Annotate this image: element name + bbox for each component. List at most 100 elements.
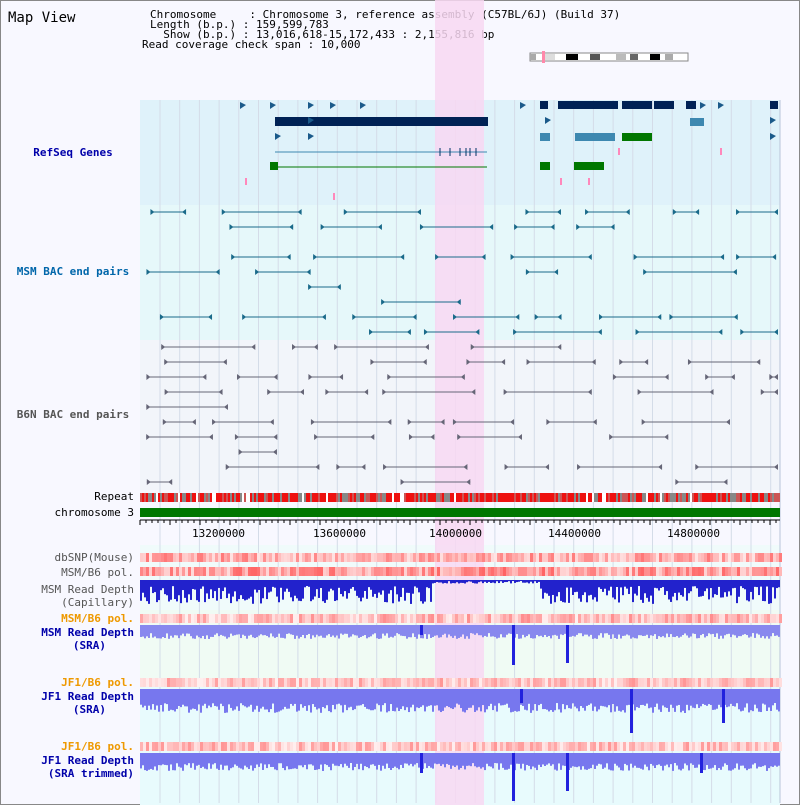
msm-cap-depth [396,580,398,595]
jf1-sra-depth [260,689,262,709]
repeat-segment [286,493,288,502]
msm-sra-depth [696,625,698,639]
msm-sra-depth [582,625,584,637]
track-label-refseq[interactable]: RefSeq Genes [33,146,113,159]
track-label-msm-bac[interactable]: MSM BAC end pairs [16,265,130,278]
jf1-sra-depth [156,689,158,706]
dbsnp-heat [197,553,200,562]
bac-end-marker [370,359,375,365]
msm-pol2-heat [323,614,326,623]
jf1-sra-depth [246,689,248,708]
jf1-sra-depth [174,689,176,712]
dbsnp-heat [419,553,422,562]
msm-pol-heat [317,567,320,576]
msm-sra-depth [296,625,298,636]
repeat-segment [178,493,180,502]
msm-pol2-heat [278,614,281,623]
repeat-segment [742,493,744,502]
msm-sra-depth [448,625,450,635]
jf1-sra-depth [524,689,526,710]
jf1-pol2-heat [716,742,719,751]
msm-pol2-heat [611,614,614,623]
jf1-pol2-heat [431,742,434,751]
jf1-pol2-heat [689,742,692,751]
bac-end-marker [299,389,304,395]
jf1-trim-depth [330,753,332,771]
msm-pol2-heat [290,614,293,623]
jf1-trim-depth [624,753,626,764]
jf1-pol2-heat [269,742,272,751]
msm-sra-depth [648,625,650,639]
jf1-trim-depth [722,753,724,767]
msm-pol-heat [620,567,623,576]
msm-cap-depth [168,580,170,602]
msm-pol-heat [278,567,281,576]
dbsnp-heat [746,553,749,562]
jf1-pol2-heat [155,742,158,751]
msm-cap-depth [462,580,464,583]
bac-end-marker [556,209,561,215]
msm-pol-heat [488,567,491,576]
msm-cap-depth [730,580,732,596]
jf1-pol2-heat [635,742,638,751]
msm-cap-depth [568,580,570,603]
jf1-trim-depth [540,753,542,768]
jf1-pol-heat [743,678,746,687]
jf1-sra-depth [452,689,454,710]
msm-pol-heat [476,567,479,576]
msm-pol2-heat [233,614,236,623]
jf1-pol2-heat [425,742,428,751]
msm-sra-depth [664,625,666,638]
msm-sra-depth [396,625,398,634]
repeat-segment [322,493,324,502]
jf1-pol2-heat [446,742,449,751]
repeat-segment [236,493,238,502]
jf1-pol2-heat [572,742,575,751]
jf1-trim-depth [372,753,374,765]
msm-pol2-heat [287,614,290,623]
bac-end-marker [308,284,313,290]
msm-cap-depth [226,580,228,599]
repeat-segment [234,493,236,502]
jf1-pol-heat [209,678,212,687]
bac-end-marker [238,449,243,455]
bac-end-marker [435,254,440,260]
msm-pol-heat [635,567,638,576]
msm-pol-heat [587,567,590,576]
msm-cap-depth [394,580,396,587]
jf1-pol-heat [593,678,596,687]
jf1-sra-depth [580,689,582,707]
msm-cap-depth [490,580,492,583]
jf1-pol-heat [680,678,683,687]
msm-pol-heat [581,567,584,576]
dbsnp-heat [359,553,362,562]
dbsnp-heat [689,553,692,562]
msm-cap-depth [480,580,482,582]
msm-cap-depth [726,580,728,597]
jf1-pol-heat [404,678,407,687]
dbsnp-heat [713,553,716,562]
jf1-pol2-heat [407,742,410,751]
track-label-b6n-bac[interactable]: B6N BAC end pairs [16,408,130,421]
msm-pol2-heat [629,614,632,623]
msm-cap-depth [664,580,666,595]
repeat-segment [690,493,692,502]
jf1-trim-depth [266,753,268,769]
jf1-trim-depth [484,753,486,771]
msm-sra-depth [724,625,726,636]
msm-sra-depth [510,625,512,634]
jf1-trim-depth [708,753,710,769]
repeat-segment [538,493,540,502]
repeat-segment [550,493,552,502]
msm-pol-heat [473,567,476,576]
jf1-pol-heat [407,678,410,687]
bac-end-marker [456,299,461,305]
dbsnp-heat [680,553,683,562]
msm-sra-depth [274,625,276,638]
repeat-segment [680,493,682,502]
jf1-pol-heat [608,678,611,687]
msm-sra-depth [590,625,592,635]
dbsnp-heat [704,553,707,562]
jf1-trim-depth [184,753,186,765]
